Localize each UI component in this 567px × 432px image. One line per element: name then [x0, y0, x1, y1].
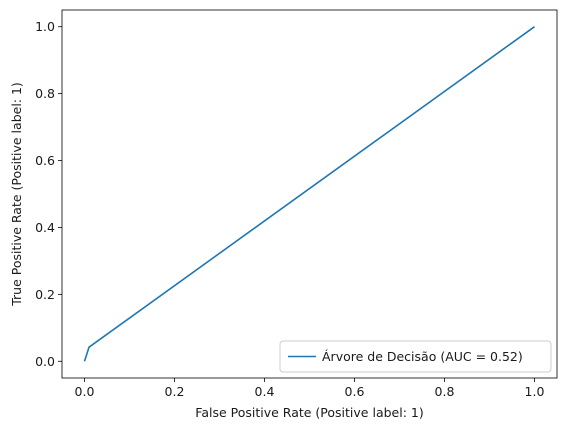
x-tick-label: 1.0: [525, 384, 545, 399]
x-tick-label: 0.4: [255, 384, 275, 399]
ticks-layer: 0.0 0.2 0.4 0.6 0.8 1.0 0.0 0.2 0.4 0.6 0.8 1.0: [35, 19, 544, 399]
y-tick-label: 0.4: [35, 220, 55, 235]
y-tick-label: 0.8: [35, 86, 55, 101]
x-tick-label: 0.8: [435, 384, 455, 399]
series-layer: [83, 26, 535, 362]
y-tick-label: 0.0: [35, 354, 55, 369]
legend-box: [279, 340, 552, 373]
y-tick-label: 0.2: [35, 287, 55, 302]
legend: Árvore de Decisão (AUC = 0.52): [279, 340, 552, 373]
y-tick-label: 0.6: [35, 153, 55, 168]
x-tick-label: 0.2: [165, 384, 185, 399]
legend-entry: Árvore de Decisão (AUC = 0.52): [322, 349, 523, 364]
y-axis-label: True Positive Rate (Positive label: 1): [9, 82, 24, 307]
roc-curve-line: [83, 26, 535, 362]
y-tick-label: 1.0: [35, 19, 55, 34]
plot-frame: [61, 9, 558, 379]
x-axis-label: False Positive Rate (Positive label: 1): [195, 405, 423, 420]
x-tick-label: 0.6: [345, 384, 365, 399]
x-tick-label: 0.0: [75, 384, 95, 399]
plot-area: [61, 9, 558, 379]
